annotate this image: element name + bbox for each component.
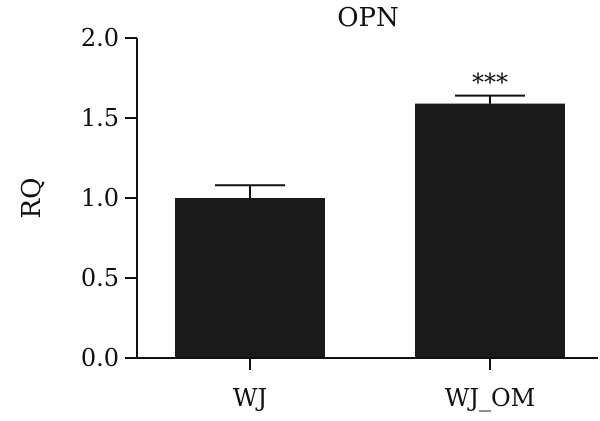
y-tick-label-4: 2.0: [81, 24, 119, 52]
x-tick-label-0: WJ: [233, 384, 267, 412]
plot-area: WJ *** WJ_OM 0.0 0.5 1.0 1.5 2.0: [81, 24, 598, 412]
y-tick-label-3: 1.5: [81, 104, 119, 132]
y-axis-title: RQ: [17, 178, 47, 219]
chart-title: OPN: [337, 3, 399, 33]
y-tick-label-0: 0.0: [81, 344, 119, 372]
bar-1: [415, 104, 565, 358]
y-tick-label-1: 0.5: [81, 264, 119, 292]
significance-label-1: ***: [472, 69, 508, 97]
y-tick-label-2: 1.0: [81, 184, 119, 212]
x-tick-label-1: WJ_OM: [445, 384, 536, 412]
bar-0: [175, 198, 325, 358]
